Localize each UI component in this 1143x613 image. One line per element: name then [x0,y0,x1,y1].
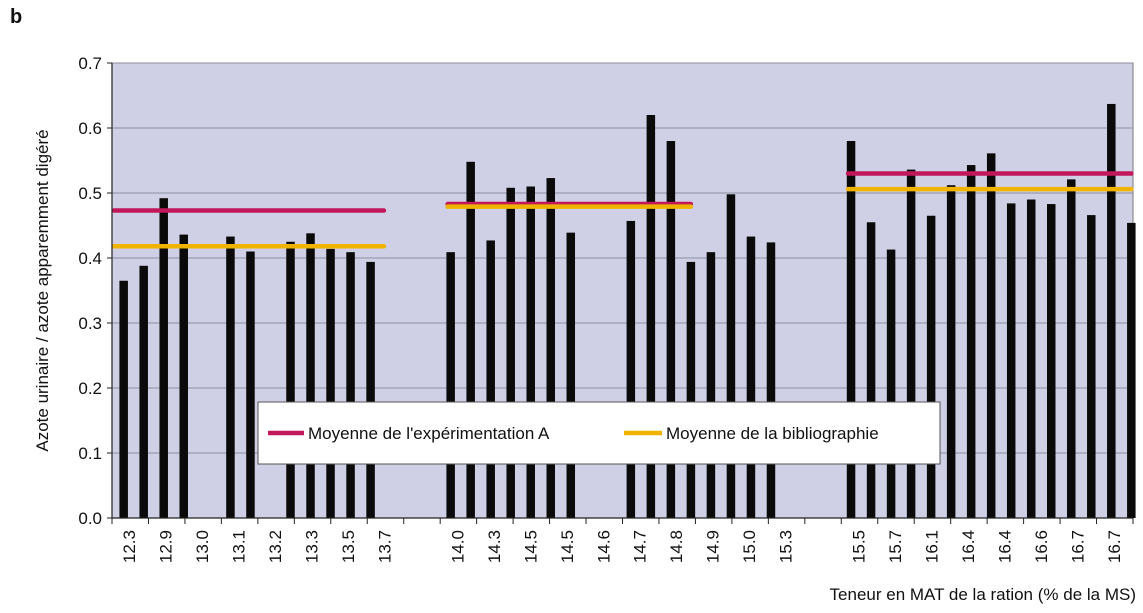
x-tick-label: 14.5 [558,530,577,563]
bar [726,194,736,519]
bar [986,153,996,518]
bar [886,249,896,519]
bar [706,252,716,518]
legend: Moyenne de l'expérimentation A Moyenne d… [257,401,941,465]
x-tick-label: 16.7 [1105,530,1124,563]
x-tick-label: 13.5 [339,530,358,563]
bar [546,178,556,519]
mean-lines [111,171,1134,249]
bar [686,261,696,518]
bar [446,252,455,518]
bar [506,187,515,519]
bar [1127,222,1136,518]
bar [1006,203,1016,518]
axes [107,62,1134,524]
bar [119,280,128,518]
bar [846,141,856,518]
bar [179,234,188,518]
y-axis-title: Azote urinaire / azote apparemment digér… [33,129,52,451]
bar [526,186,535,518]
bar [346,252,355,518]
x-tick-label: 15.7 [886,530,905,563]
bar [466,161,475,519]
bar [226,236,235,519]
bar [946,185,956,518]
legend-label-mean-bib: Moyenne de la bibliographie [666,424,879,443]
x-tick-label: 14.0 [448,530,467,563]
panel-label: b [10,6,23,28]
x-tick-label: 15.5 [850,530,869,563]
x-tick-label: 13.2 [266,530,285,563]
bar [366,261,375,518]
bar [666,141,676,518]
y-tick-label: 0.5 [78,184,102,203]
bar [866,222,876,518]
x-tick-labels: 12.3 12.9 13.0 13.1 13.2 13.3 13.5 13.7 14.0 14.3… [120,530,1124,563]
y-tick-label: 0.6 [78,119,102,138]
y-tick-label: 0.4 [78,249,102,268]
bar [246,251,255,518]
bar [159,198,168,518]
legend-label-mean-a: Moyenne de l'expérimentation A [308,424,550,443]
bar [926,215,936,518]
y-tick-label: 0.1 [78,444,102,463]
x-tick-label: 13.0 [193,530,212,563]
y-tick-label: 0.7 [78,54,102,73]
x-tick-label: 13.7 [375,530,394,563]
y-tick-label: 0.3 [78,314,102,333]
x-tick-label: 14.3 [485,530,504,563]
bar [1107,103,1116,518]
bar [1046,204,1056,519]
bar [286,241,295,518]
bar [1026,199,1036,518]
x-tick-label: 14.7 [631,530,650,563]
x-tick-label: 14.8 [667,530,686,563]
bar [486,240,495,518]
x-tick-label: 13.1 [230,530,249,563]
bar [746,236,756,519]
y-tick-label: 0.0 [78,509,102,528]
x-tick-label: 12.9 [157,530,176,563]
x-tick-label: 14.6 [594,530,613,563]
bar [646,115,656,518]
x-tick-label: 14.5 [521,530,540,563]
bar [626,220,636,518]
bar [139,265,148,518]
x-tick-label: 16.4 [995,530,1014,563]
x-tick-label: 13.3 [303,530,322,563]
bar [1087,215,1096,518]
x-tick-label: 12.3 [120,530,139,563]
x-tick-label: 15.3 [777,530,796,563]
x-axis-title: Teneur en MAT de la ration (% de la MS) [830,585,1136,604]
bar [966,165,976,519]
bar [566,232,576,518]
bar [766,242,776,518]
x-tick-label: 16.1 [922,530,941,563]
bars [119,103,1136,519]
bar [906,169,916,518]
legend-box [257,401,941,465]
bar [326,248,335,518]
x-tick-label: 16.7 [1068,530,1087,563]
x-tick-label: 14.9 [704,530,723,563]
bar [1067,179,1076,518]
y-tick-label: 0.2 [78,379,102,398]
x-tick-label: 15.0 [740,530,759,563]
bar [306,233,315,519]
x-tick-label: 16.6 [1032,530,1051,563]
x-tick-label: 16.4 [959,530,978,563]
y-tick-labels: 0.0 0.1 0.2 0.3 0.4 0.5 0.6 0.7 [78,54,102,528]
